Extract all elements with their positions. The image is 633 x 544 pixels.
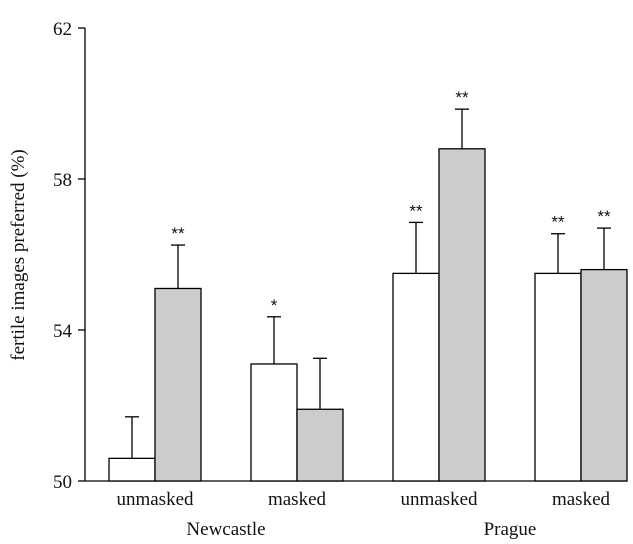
significance-label: ** [455,88,469,107]
y-tick-label: 54 [53,321,73,342]
bar [296,408,344,482]
y-tick-label: 58 [53,170,72,191]
bars [108,108,628,482]
x-tick-label: masked [268,489,327,510]
significance-label: ** [597,207,611,226]
bar [108,457,156,482]
x-tick-label: masked [552,489,611,510]
bar [534,272,582,482]
x-tick-label: unmasked [116,489,194,510]
y-axis: 50 54 58 62 [53,19,86,493]
significance-label: ** [171,224,185,243]
labels: **unmasked*masked****unmasked** **maskedN… [116,88,611,540]
group-label: Newcastle [186,519,265,540]
y-axis-title: fertile images preferred (%) [8,149,29,361]
bar [154,287,202,482]
significance-label: ** [551,213,565,232]
bar [580,268,628,482]
group-label: Prague [484,519,537,540]
significance-label: ** [409,201,423,220]
bar [250,363,298,482]
significance-label: * [271,296,278,315]
y-tick-label: 50 [53,472,72,493]
y-tick-label: 62 [53,19,72,40]
bar [438,148,486,482]
bar [392,272,440,482]
x-tick-label: unmasked [400,489,478,510]
